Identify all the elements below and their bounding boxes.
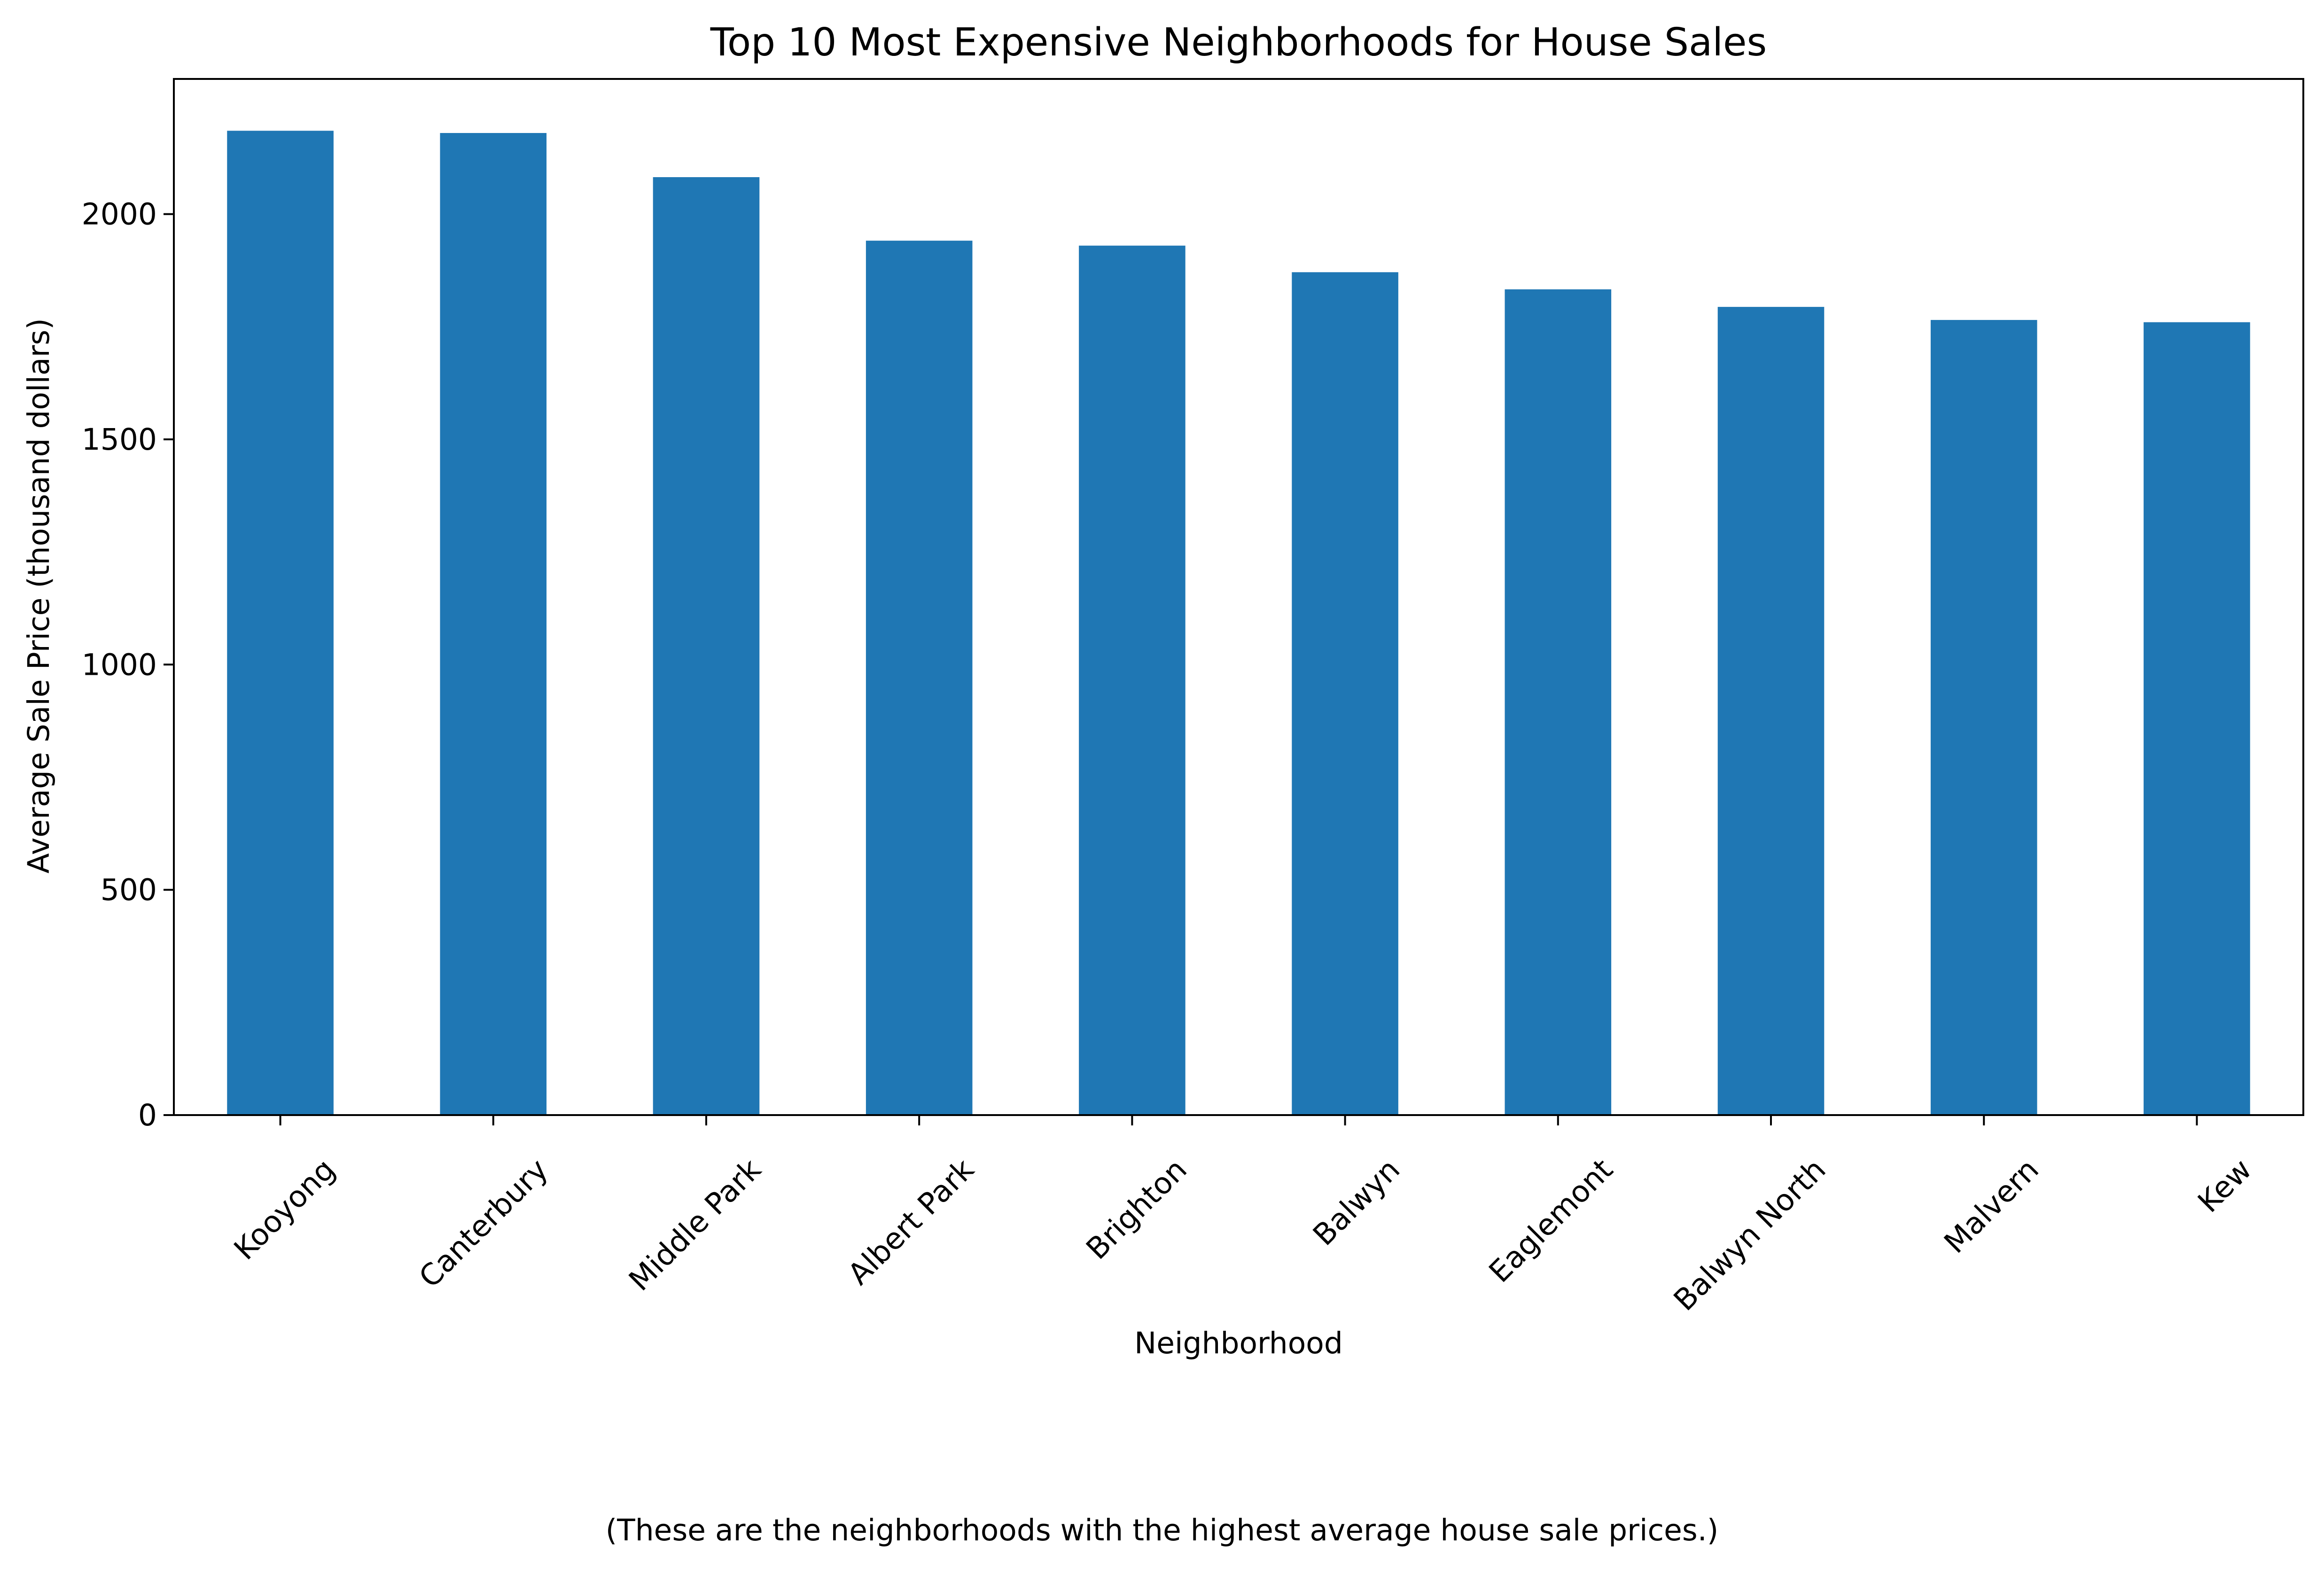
- bar-canterbury: [440, 133, 547, 1116]
- y-tick-label: 2000: [82, 197, 157, 232]
- bar-eaglemont: [1505, 289, 1612, 1115]
- bars-group: [227, 131, 2250, 1116]
- x-tick-label: Albert Park: [841, 1152, 981, 1292]
- bar-middle-park: [653, 177, 760, 1116]
- x-tick-label: Malvern: [1938, 1152, 2045, 1260]
- y-axis-ticks: 0 500 1000 1500 2000: [82, 197, 174, 1132]
- y-axis-label: Average Sale Price (thousand dollars): [22, 318, 56, 874]
- bar-balwyn: [1292, 272, 1398, 1115]
- y-tick-label: 1000: [82, 648, 157, 682]
- y-tick-label: 1500: [82, 422, 157, 457]
- x-tick-label: Kew: [2191, 1152, 2258, 1219]
- bar-brighton: [1079, 245, 1185, 1115]
- x-tick-label: Canterbury: [413, 1152, 555, 1295]
- bar-kew: [2144, 322, 2250, 1115]
- bar-albert-park: [866, 241, 973, 1115]
- x-tick-label: Balwyn North: [1667, 1152, 1833, 1318]
- y-tick-label: 500: [101, 873, 157, 907]
- bar-malvern: [1930, 320, 2037, 1116]
- x-tick-label: Balwyn: [1306, 1152, 1406, 1252]
- bar-kooyong: [227, 131, 334, 1115]
- y-tick-label: 0: [138, 1098, 157, 1132]
- chart-caption: (These are the neighborhoods with the hi…: [606, 1513, 1719, 1547]
- x-tick-label: Kooyong: [227, 1152, 342, 1266]
- x-tick-label: Middle Park: [622, 1152, 768, 1298]
- x-axis-label: Neighborhood: [1134, 1326, 1343, 1360]
- x-axis-ticks: Kooyong Canterbury Middle Park Albert Park B…: [227, 1115, 2258, 1318]
- x-tick-label: Eaglemont: [1482, 1152, 1619, 1289]
- bar-balwyn-north: [1717, 307, 1825, 1115]
- chart-title: Top 10 Most Expensive Neighborhoods for …: [710, 20, 1767, 65]
- plot-frame: [173, 78, 2304, 1116]
- x-tick-label: Brighton: [1080, 1152, 1193, 1266]
